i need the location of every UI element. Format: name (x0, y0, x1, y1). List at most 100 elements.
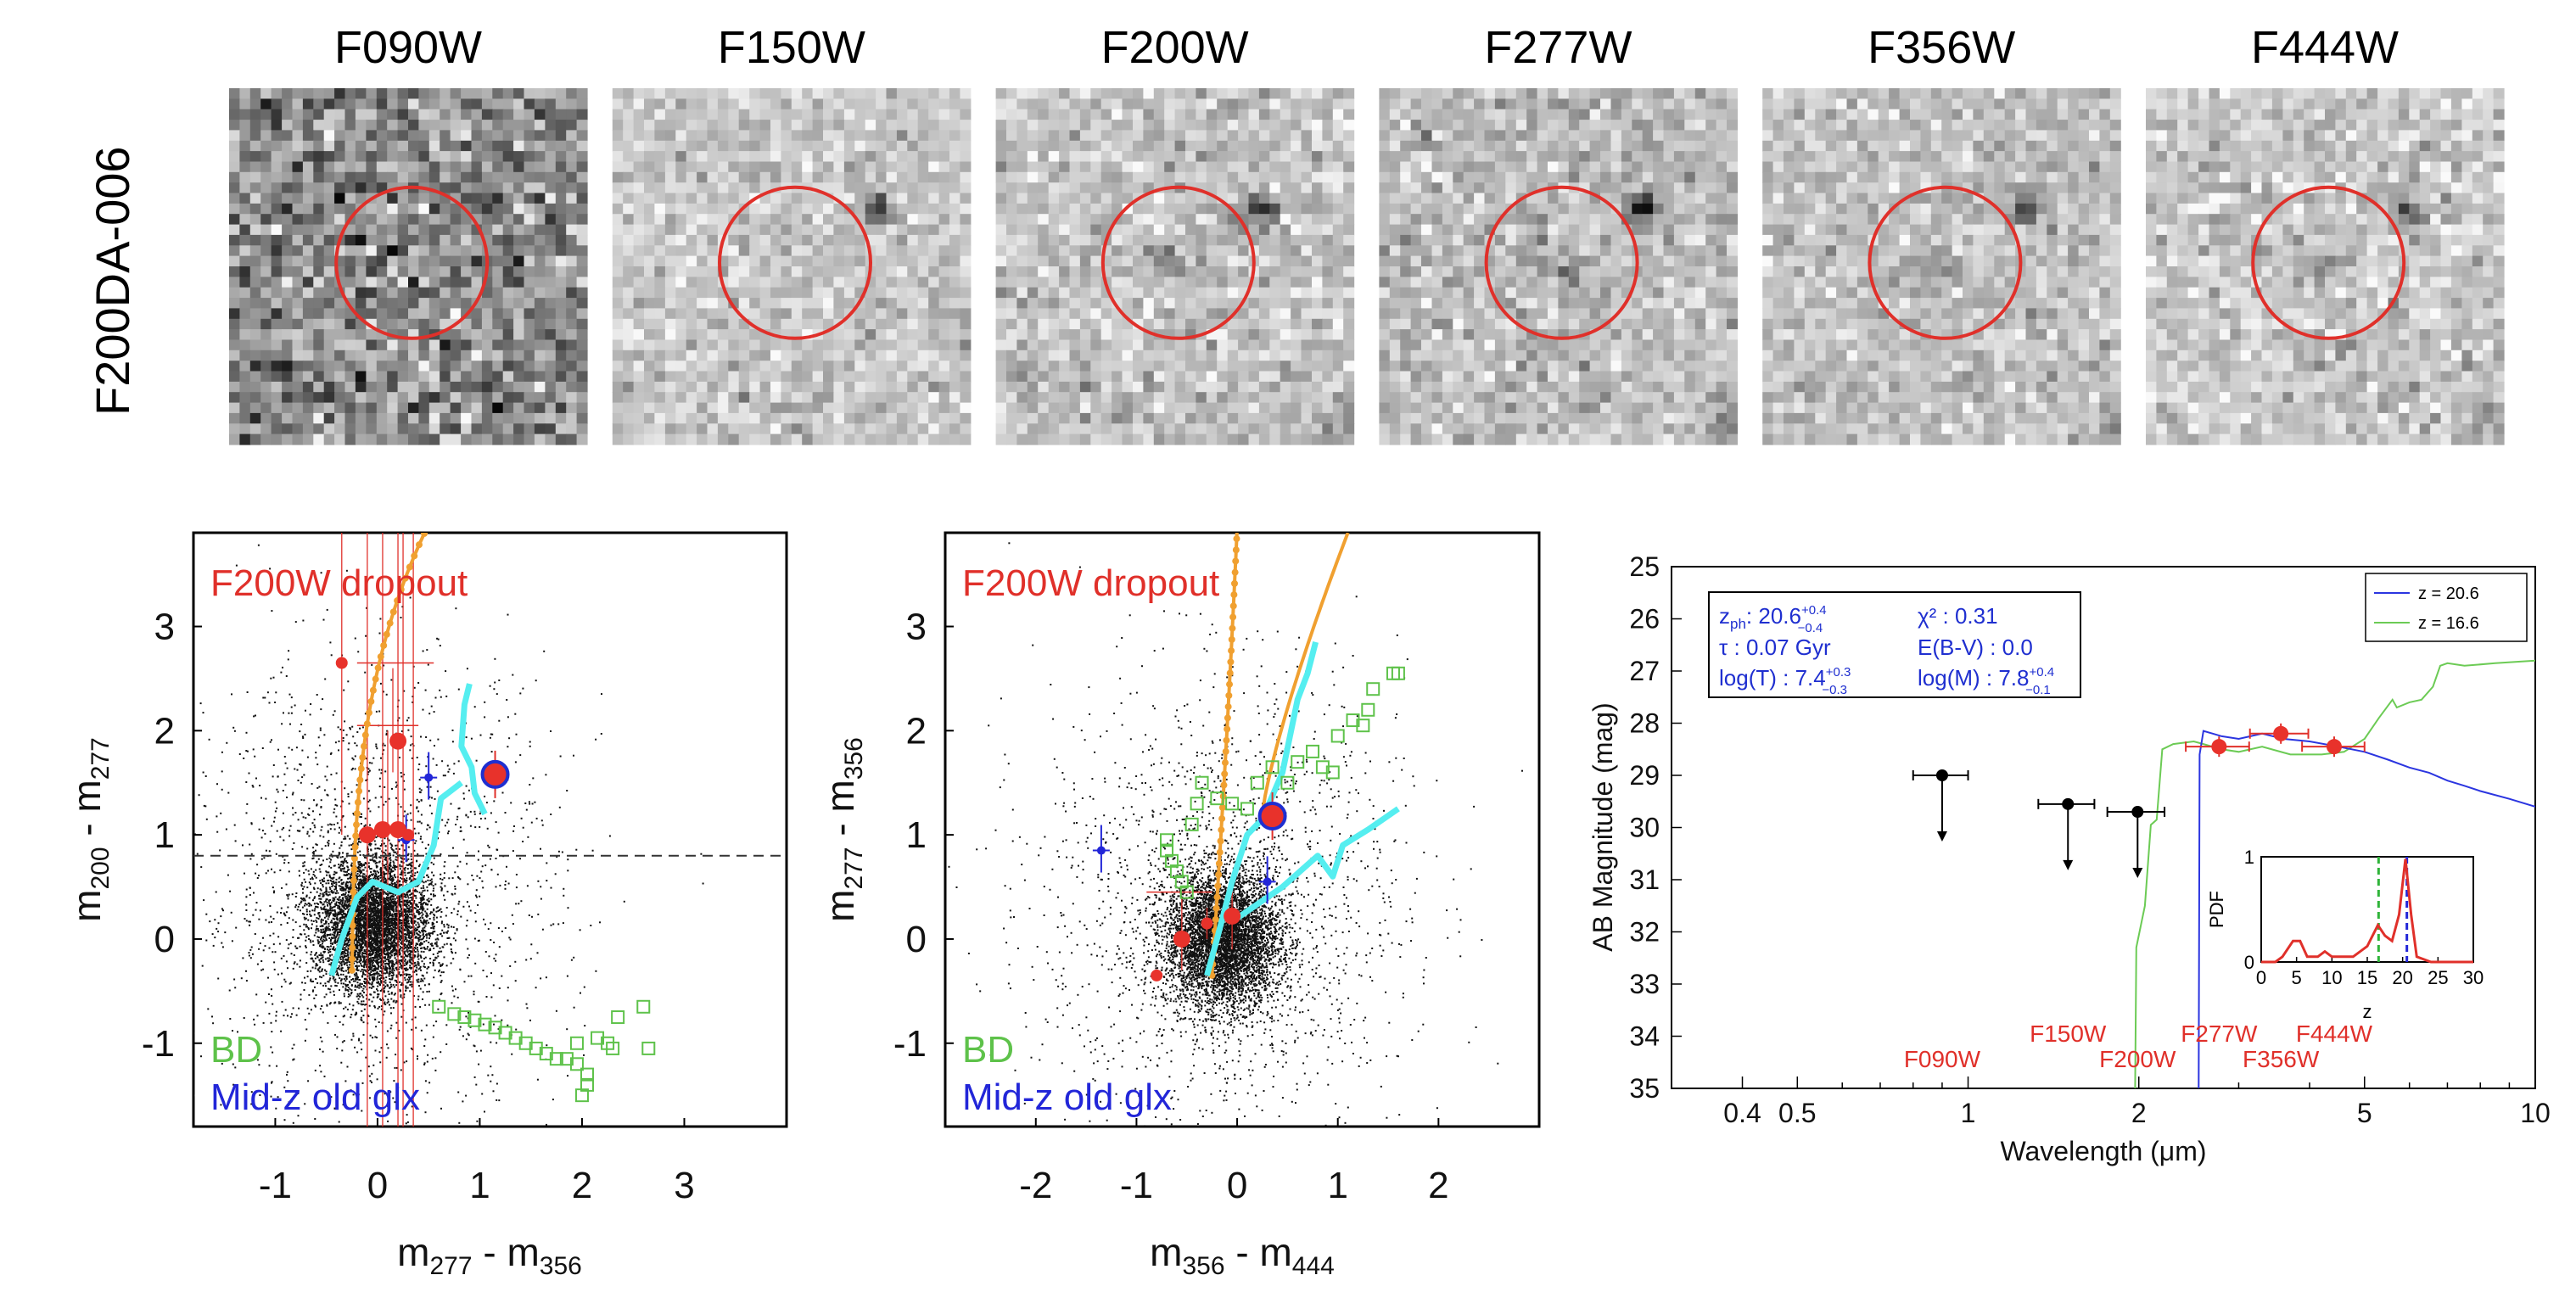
brown-dwarf-marker (468, 1013, 482, 1027)
galaxy-model-point (1229, 602, 1237, 610)
galaxy-model-point (1226, 680, 1234, 688)
panel2-target (1257, 792, 1287, 841)
pdf-xtick-label: 15 (2357, 967, 2377, 988)
upper-limit-marker (2062, 797, 2075, 810)
y-tick-label: 2 (154, 710, 175, 752)
galaxy-model-point (394, 597, 401, 605)
galaxy-model-point (1229, 613, 1237, 621)
pdf-ytick-label: 0 (2244, 952, 2254, 973)
panel2-x-axis-label: m356 - m444 (1150, 1230, 1335, 1280)
filter-label-f356w: F356W (2243, 1046, 2320, 1072)
galaxy-model-point (1218, 803, 1226, 811)
fit-logM: log(M) : 7.8+0.4 −0.1 (1918, 665, 2054, 697)
midz-label: Mid-z old glx (210, 1077, 420, 1118)
brown-dwarf-marker (447, 1007, 462, 1021)
brown-dwarf-marker (432, 999, 446, 1014)
galaxy-model-point (360, 742, 367, 750)
dropout-candidate-marker (358, 826, 376, 844)
galaxy-model-point (1215, 871, 1223, 879)
detection-marker (2273, 725, 2289, 741)
galaxy-model-point (350, 888, 357, 896)
galaxy-model-point (401, 574, 409, 582)
brown-dwarf-marker (1174, 875, 1189, 889)
stamp-f444w (2146, 88, 2505, 445)
galaxy-model-track-2 (1260, 533, 1350, 814)
aperture-circle-f200w (1100, 185, 1256, 340)
galaxy-model-point (1214, 882, 1222, 890)
brown-dwarf-marker (1361, 702, 1375, 717)
dropout-candidate-marker (389, 732, 407, 750)
sed-ytick-label: 33 (1629, 969, 1660, 999)
pdf-xtick-label: 10 (2321, 967, 2342, 988)
stamp-f277w (1379, 88, 1738, 445)
brown-dwarf-marker (1291, 755, 1305, 769)
brown-dwarf-marker (1160, 843, 1174, 858)
aperture-circle-f150w (718, 185, 873, 340)
upper-limit-marker (1935, 769, 1948, 781)
galaxy-model-point (363, 720, 371, 728)
filter-label-f090w: F090W (1904, 1046, 1981, 1072)
galaxy-model-point (1231, 568, 1239, 576)
sed-photometry (1912, 723, 2366, 879)
galaxy-model-point (406, 563, 413, 571)
galaxy-model-point (1215, 859, 1223, 867)
target-marker (480, 759, 510, 789)
stamp-label-f444w: F444W (2251, 22, 2399, 73)
panel1-model-tracks (328, 533, 488, 976)
sed-xtick-label: 10 (2520, 1098, 2551, 1128)
panel1-brown-dwarfs (432, 999, 656, 1103)
dropout-label-2: F200W dropout (962, 562, 1219, 604)
panel1-xticks: -1 0 1 2 3 (259, 1118, 695, 1206)
galaxy-model-point (386, 619, 394, 627)
pdf-xtick-label: 0 (2256, 967, 2266, 988)
brown-dwarf-marker (1391, 666, 1405, 680)
galaxy-model-point (367, 697, 375, 705)
brown-dwarf-marker (1330, 729, 1345, 743)
brown-dwarf-marker (1325, 765, 1340, 780)
x-tick-label: -1 (1120, 1165, 1153, 1206)
color-color-panel-1: -1 0 1 2 3 3 2 1 0 -1 F200W dropout BD Mid-z old… (64, 531, 788, 1280)
y-tick-label: -1 (893, 1023, 927, 1065)
aperture-circle-f444w (2251, 185, 2406, 340)
panel2-brown-dwarfs (1160, 666, 1405, 899)
galaxy-model-point (1213, 893, 1221, 901)
filter-label-f444w: F444W (2296, 1021, 2373, 1047)
brown-dwarf-marker (1169, 864, 1184, 879)
target-marker (1257, 802, 1287, 831)
fit-parameter-box: zph: 20.6+0.4 −0.4 χ² : 0.31 τ : 0.07 Gyr… (1708, 591, 2081, 698)
sed-xtick-label: 1 (1961, 1098, 1976, 1128)
sed-xtick-label: 2 (2131, 1098, 2147, 1128)
galaxy-model-point (352, 832, 360, 840)
midz-marker (424, 773, 434, 782)
pdf-xtick-label: 5 (2292, 967, 2302, 988)
sed-ytick-label: 35 (1629, 1073, 1660, 1104)
galaxy-model-point (349, 921, 356, 929)
galaxy-model-point (1232, 546, 1240, 554)
x-tick-label: 3 (674, 1165, 694, 1206)
dropout-candidate-marker (373, 821, 391, 838)
stamp-f150w (612, 88, 972, 445)
galaxy-model-point (359, 753, 367, 761)
galaxy-model-point (1233, 535, 1240, 543)
cutout-stamps: F090W F150W F200W F277W F356W F444W (229, 22, 2505, 445)
brown-dwarf-marker (1280, 775, 1295, 790)
brown-dwarf-marker (1240, 802, 1254, 816)
sed-xtick-label: 0.4 (1723, 1098, 1761, 1128)
filter-label-f277w: F277W (2181, 1021, 2258, 1047)
galaxy-model-point (1229, 624, 1236, 632)
stamp-label-f277w: F277W (1484, 22, 1632, 73)
y-tick-label: 0 (154, 919, 175, 960)
brown-dwarf-marker (1225, 797, 1240, 811)
galaxy-model-point (356, 787, 363, 795)
brown-dwarf-marker (1195, 775, 1209, 790)
panel1-dropout-candidates (335, 657, 415, 844)
brown-dwarf-marker (1160, 833, 1174, 847)
sed-legend-frame (2365, 573, 2528, 642)
sed-legend: z = 20.6 z = 16.6 (2365, 573, 2528, 642)
brown-dwarf-marker (1366, 682, 1380, 696)
galaxy-model-point (380, 641, 388, 649)
sed-ytick-label: 32 (1629, 917, 1660, 948)
legend-z20: z = 20.6 (2418, 584, 2479, 603)
